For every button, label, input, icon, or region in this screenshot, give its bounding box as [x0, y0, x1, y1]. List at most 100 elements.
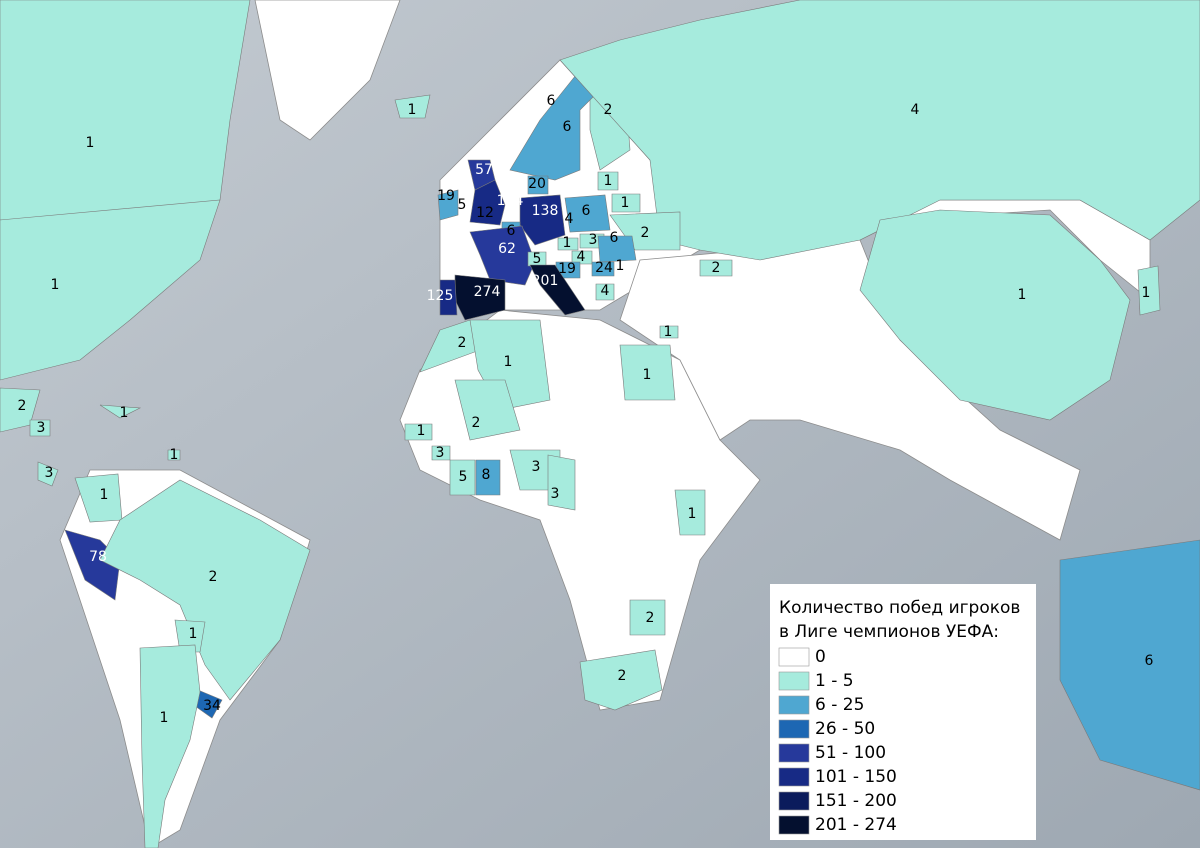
- country: [527, 175, 549, 195]
- country-value: 3: [551, 486, 560, 502]
- country: [529, 264, 586, 316]
- country-value: 4: [601, 283, 610, 299]
- country: [619, 344, 676, 401]
- country-value: 19: [437, 188, 455, 204]
- country: [449, 459, 476, 496]
- country: [37, 461, 59, 487]
- country-value: 5: [533, 251, 542, 267]
- country: [99, 404, 142, 419]
- country-value: 12: [476, 205, 494, 221]
- country-value: 57: [475, 162, 493, 178]
- legend-label: 101 - 150: [815, 767, 897, 787]
- country: [595, 283, 615, 301]
- legend-label: 201 - 274: [815, 815, 897, 835]
- country-value: 1: [604, 173, 613, 189]
- country: [404, 423, 433, 441]
- legend-title: Количество побед игроков: [779, 598, 1020, 618]
- country-value: 5: [458, 197, 467, 213]
- country: [439, 279, 458, 316]
- country-value: 4: [565, 211, 574, 227]
- country: [674, 489, 706, 536]
- legend-swatch: [778, 671, 810, 691]
- country-value: 2: [646, 610, 655, 626]
- country: [29, 419, 51, 437]
- country: [167, 449, 181, 461]
- legend-label: 0: [815, 647, 826, 667]
- country-value: 24: [595, 260, 613, 276]
- country-value: 5: [459, 469, 468, 485]
- country-value: 2: [618, 668, 627, 684]
- country: [475, 459, 501, 496]
- country-value: 3: [436, 445, 445, 461]
- legend-box: [770, 584, 1036, 840]
- legend-label: 6 - 25: [815, 695, 864, 715]
- country-value: 6: [610, 230, 619, 246]
- country: [1137, 265, 1161, 316]
- country: [547, 454, 576, 511]
- legend-swatch: [778, 719, 810, 739]
- legend-swatch: [778, 815, 810, 835]
- country-value: 201: [532, 273, 559, 289]
- country-value: 8: [482, 467, 491, 483]
- country: [469, 179, 506, 226]
- country-value: 2: [209, 569, 218, 585]
- country: [611, 193, 641, 213]
- country: [174, 619, 206, 653]
- country-value: 1: [664, 324, 673, 340]
- country-value: 1: [408, 102, 417, 118]
- legend: Количество побед игроков в Лиге чемпионов…: [770, 584, 1036, 840]
- country-value: 1: [160, 710, 169, 726]
- legend-label: 51 - 100: [815, 743, 886, 763]
- country-value: 1: [688, 506, 697, 522]
- country-value: 6: [547, 93, 556, 109]
- country: [0, 199, 221, 381]
- legend-label: 1 - 5: [815, 671, 854, 691]
- country-value: 2: [18, 398, 27, 414]
- country-value: 34: [203, 698, 221, 714]
- country: [0, 0, 251, 221]
- country-value: 78: [89, 549, 107, 565]
- country-value: 2: [472, 415, 481, 431]
- country: [564, 194, 611, 233]
- country-value: 125: [427, 288, 454, 304]
- country: [99, 479, 311, 701]
- country-value: 1: [616, 258, 625, 274]
- legend-swatch: [778, 767, 810, 787]
- country-value: 138: [532, 203, 559, 219]
- legend-label: 151 - 200: [815, 791, 897, 811]
- greenland: [254, 0, 401, 141]
- country-value: 1: [189, 626, 198, 642]
- country-value: 1: [563, 235, 572, 251]
- country: [139, 644, 201, 849]
- legend-swatch: [778, 791, 810, 811]
- country-value: 1: [643, 367, 652, 383]
- country-value: 1: [51, 277, 60, 293]
- country: [557, 237, 579, 251]
- country-value: 3: [589, 232, 598, 248]
- country-value: 2: [641, 225, 650, 241]
- country-value: 1: [504, 354, 513, 370]
- country: [659, 325, 679, 339]
- legend-title: в Лиге чемпионов УЕФА:: [779, 622, 999, 642]
- country-value: 2: [604, 102, 613, 118]
- country-value: 1: [417, 423, 426, 439]
- country-value: 3: [37, 420, 46, 436]
- country-value: 4: [577, 249, 586, 265]
- country: [597, 171, 619, 191]
- country-value: 1: [1142, 285, 1151, 301]
- legend-swatch: [778, 647, 810, 667]
- country: [437, 189, 459, 221]
- country: [597, 235, 637, 263]
- legend-swatch: [778, 695, 810, 715]
- country-value: 1: [1018, 287, 1027, 303]
- country-value: 20: [528, 176, 546, 192]
- country-value: 6: [1145, 653, 1154, 669]
- country-value: 6: [582, 203, 591, 219]
- country-value: 6: [563, 119, 572, 135]
- country-value: 3: [532, 459, 541, 475]
- country-value: 3: [45, 465, 54, 481]
- country-value: 62: [498, 241, 516, 257]
